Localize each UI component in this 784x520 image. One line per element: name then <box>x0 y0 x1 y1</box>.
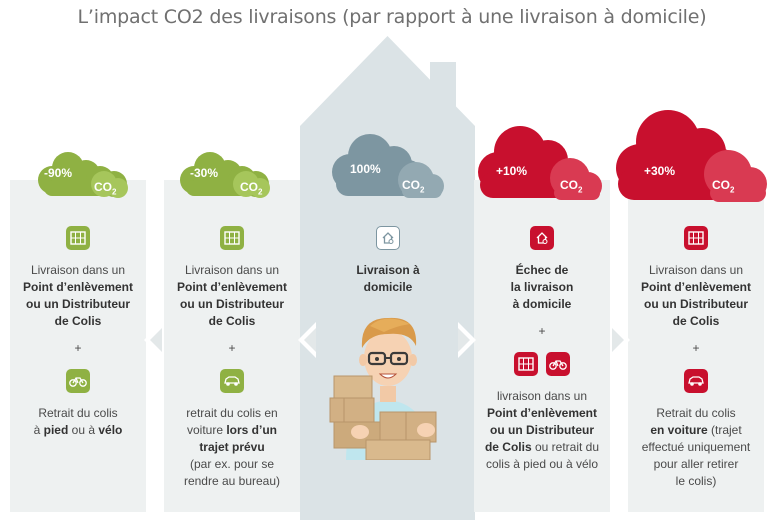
card-text-bold: Point d’enlèvement <box>22 280 134 294</box>
co2-percentage: +10% <box>496 164 528 178</box>
card-text-line: Retrait du colis <box>38 406 118 420</box>
co2-percentage: +30% <box>644 164 676 178</box>
card-text-line: voiture <box>186 423 227 437</box>
card-text-bold: Point d’enlèvement <box>176 280 288 294</box>
card-text-bold: ou un Distributeur <box>644 297 748 311</box>
plus-sign: + <box>538 324 546 338</box>
co2-cloud: +10% CO2 <box>476 124 606 204</box>
card-text-line: colis à pied ou à vélo <box>485 457 599 471</box>
card-text-line: ou à <box>68 423 99 437</box>
card-text-bold: à domicile <box>512 297 572 311</box>
card-text-line: rendre au bureau) <box>183 474 281 488</box>
co2-percentage: -30% <box>190 166 219 180</box>
home-delivery-icon <box>530 226 554 250</box>
card-text-bold: Point d’enlèvement <box>640 280 752 294</box>
co2-cloud: -90% CO2 <box>34 150 134 200</box>
card-parcel-point-car-dedicated: Livraison dans un Point d’enlèvement ou … <box>628 180 764 512</box>
card-text-bold: Échec de <box>515 263 569 277</box>
card-text-line: (par ex. pour se <box>189 457 275 471</box>
card-text-bold: de Colis <box>484 440 532 454</box>
card-parcel-point-car-planned: Livraison dans un Point d’enlèvement ou … <box>164 180 300 512</box>
delivery-man-illustration <box>329 317 437 460</box>
card-text-bold: lors d’un <box>226 423 278 437</box>
card-text-line: Livraison dans un <box>30 263 126 277</box>
plus-sign: + <box>692 341 700 355</box>
co2-percentage: -90% <box>44 166 73 180</box>
card-text-bold: de Colis <box>672 314 720 328</box>
card-home-delivery: Livraison à domicile <box>318 180 458 520</box>
card-text-line: Livraison dans un <box>648 263 744 277</box>
card-text-line: à <box>33 423 44 437</box>
card-text-line: pour aller retirer <box>653 457 739 471</box>
card-text-line: ou retrait du <box>531 440 600 454</box>
card-parcel-point-walk: Livraison dans un Point d’enlèvement ou … <box>10 180 146 512</box>
plus-sign: + <box>228 341 236 355</box>
co2-label: CO2 <box>560 178 583 195</box>
card-text-bold: ou un Distributeur <box>26 297 130 311</box>
card-text-bold: de Colis <box>208 314 256 328</box>
card-failed-home-delivery: Échec de la livraison à domicile + livra… <box>474 180 610 512</box>
co2-cloud: 100% CO2 <box>328 132 446 202</box>
co2-label: CO2 <box>402 178 425 195</box>
card-text-line: (trajet <box>707 423 742 437</box>
co2-label: CO2 <box>240 180 263 197</box>
card-text-line: effectué uniquement <box>641 440 751 454</box>
chevron-left-icon <box>144 322 162 358</box>
car-icon <box>684 369 708 393</box>
card-text-line: Retrait du colis <box>656 406 736 420</box>
card-text-line: le colis) <box>675 474 717 488</box>
card-text-bold: domicile <box>363 280 413 294</box>
home-delivery-icon <box>376 226 400 250</box>
card-text-line: livraison dans un <box>496 389 588 403</box>
plus-sign: + <box>74 341 82 355</box>
chevron-right-icon <box>612 322 630 358</box>
co2-cloud: +30% CO2 <box>614 108 774 206</box>
card-text-bold: Livraison à <box>356 263 420 277</box>
car-icon <box>220 369 244 393</box>
card-text-bold: trajet prévu <box>199 440 265 454</box>
bicycle-icon <box>546 352 570 376</box>
card-text-bold: pied <box>43 423 69 437</box>
co2-cloud: -30% CO2 <box>176 150 276 200</box>
card-text-bold: vélo <box>98 423 123 437</box>
locker-icon <box>514 352 538 376</box>
card-text-line: Livraison dans un <box>184 263 280 277</box>
card-text-bold: de Colis <box>54 314 102 328</box>
locker-icon <box>220 226 244 250</box>
card-text-bold: Point d’enlèvement <box>486 406 598 420</box>
card-text-line: retrait du colis en <box>186 406 278 420</box>
co2-percentage: 100% <box>350 162 381 176</box>
card-text-bold: ou un Distributeur <box>180 297 284 311</box>
co2-label: CO2 <box>94 180 117 197</box>
card-text-bold: ou un Distributeur <box>490 423 594 437</box>
bicycle-icon <box>66 369 90 393</box>
page-title: L’impact CO2 des livraisons (par rapport… <box>77 6 707 28</box>
chevron-right-icon <box>458 322 476 358</box>
chevron-left-icon <box>298 322 316 358</box>
locker-icon <box>66 226 90 250</box>
card-text-bold: la livraison <box>510 280 574 294</box>
locker-icon <box>684 226 708 250</box>
co2-label: CO2 <box>712 178 735 195</box>
card-text-bold: en voiture <box>650 423 708 437</box>
